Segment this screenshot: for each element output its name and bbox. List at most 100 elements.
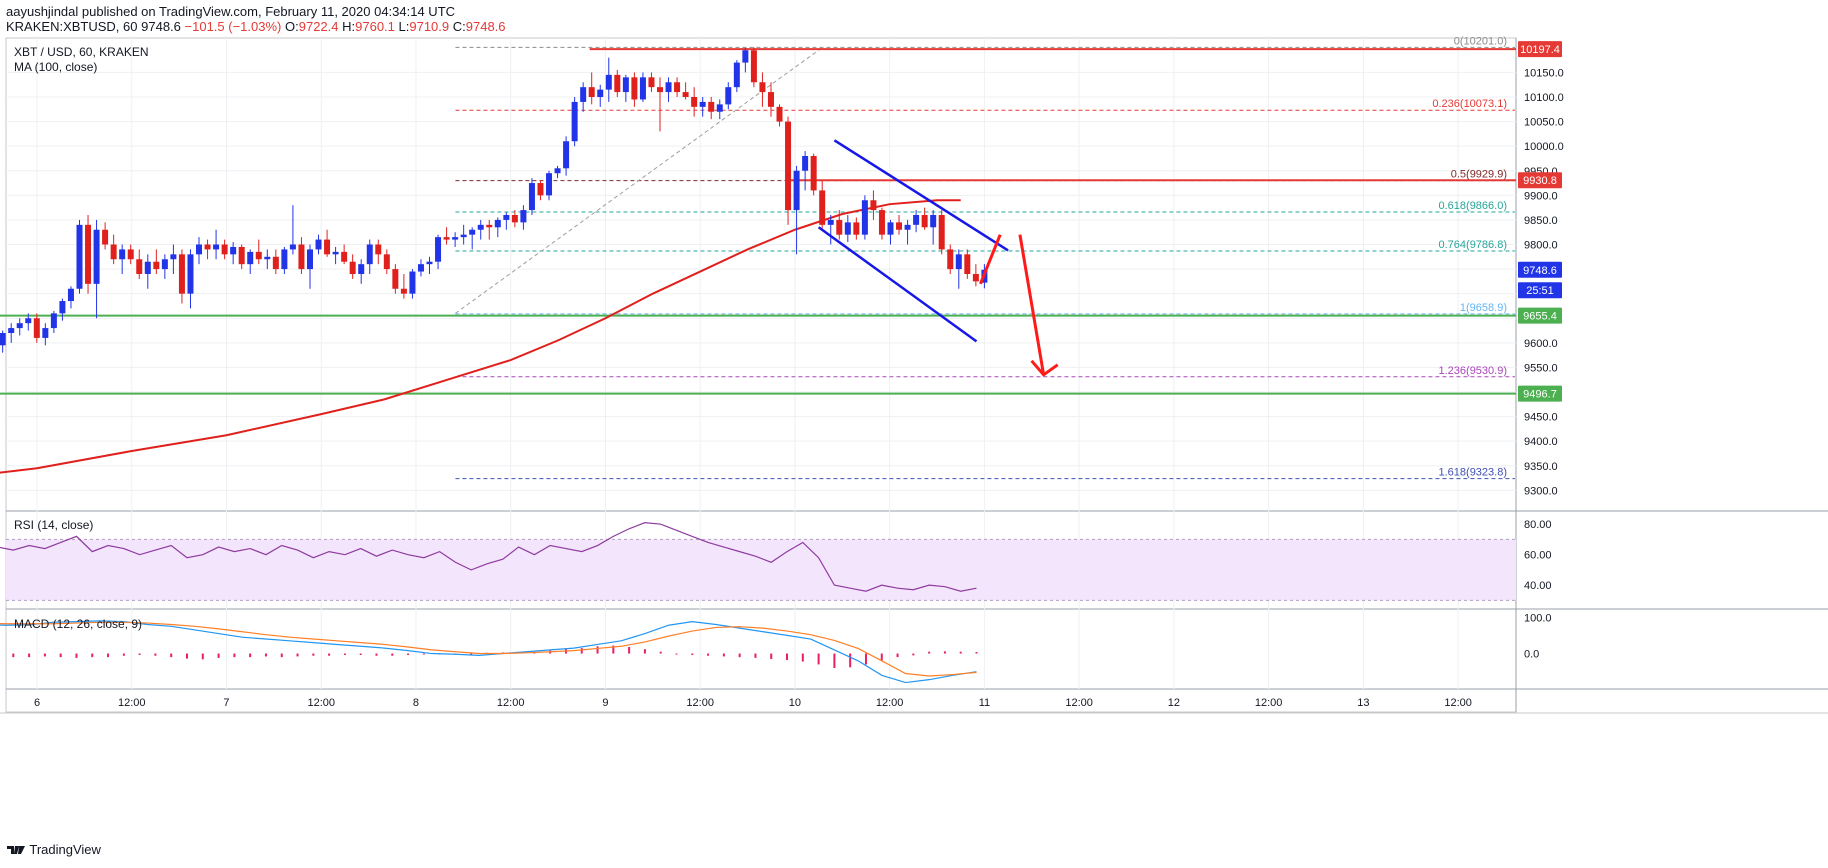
macd-histogram-bar [833,653,836,669]
fib-level-label: 1.236(9530.9) [1439,365,1508,377]
price-axis-tag-text: 9748.6 [1523,265,1557,277]
rsi-y-tick-label: 60.00 [1524,550,1552,562]
candle-body [648,77,655,88]
macd-histogram-bar [849,653,852,668]
candle-body [221,244,228,255]
candle-body [324,239,331,255]
macd-histogram-bar [217,653,220,658]
macd-histogram-bar [249,653,252,658]
candle-body [315,239,322,250]
candle-body [93,229,100,284]
publish-header: aayushjindal published on TradingView.co… [6,4,506,34]
candle-body [836,219,843,235]
macd-y-tick-label: 100.0 [1524,612,1552,624]
macd-histogram-bar [122,653,125,656]
y-tick-label: 10150.0 [1524,67,1564,79]
candle-body [520,210,527,223]
tradingview-brand: TradingView [6,842,101,857]
macd-histogram-bar [643,649,646,654]
candle-body [153,261,160,270]
candle-body [614,74,621,93]
fib-level-label: 1.618(9323.8) [1439,467,1508,479]
publish-line: aayushjindal published on TradingView.co… [6,4,456,19]
macd-histogram-bar [75,653,78,658]
y-tick-label: 10050.0 [1524,117,1564,129]
macd-histogram-bar [722,653,725,657]
candle-body [375,244,382,255]
macd-histogram-bar [328,653,331,656]
candle-body [938,215,945,250]
x-tick-label: 12:00 [497,697,525,709]
macd-histogram-bar [659,651,662,654]
candle-body [503,215,510,220]
symbol-label: KRAKEN:XBTUSD, 60 [6,19,138,34]
down-arrow-head-icon [1030,359,1059,377]
x-tick-label: 12 [1168,697,1180,709]
candle-body [785,121,792,211]
candle-body [947,249,954,270]
candle-body [878,210,885,235]
candle-body [443,237,450,240]
macd-histogram-bar [959,651,962,654]
candle-body [119,249,126,260]
candle-body [289,244,296,250]
candle-body [85,224,92,284]
macd-histogram-bar [612,645,615,654]
candle-body [827,219,834,225]
open-label: O: [285,19,299,34]
candle-body [332,251,339,255]
candle-body [42,328,49,338]
candle-body [435,237,442,262]
y-tick-label: 9300.0 [1524,485,1558,497]
candle-body [742,50,749,63]
macd-histogram-bar [264,653,267,657]
rsi-band [6,539,1516,601]
tradingview-logo-icon [6,843,26,855]
macd-histogram-bar [801,653,804,662]
x-tick-label: 12:00 [118,697,146,709]
macd-histogram-bar [107,653,110,658]
rsi-legend: RSI (14, close) [14,518,93,532]
macd-histogram-bar [407,653,410,655]
macd-histogram-bar [707,653,710,656]
candle-body [887,222,894,235]
y-tick-label: 9800.0 [1524,240,1558,252]
macd-histogram-bar [233,653,236,658]
candle-body [563,141,570,169]
candle-body [725,87,732,105]
candle-body [341,251,348,262]
candle-body [964,254,971,274]
x-tick-label: 10 [789,697,801,709]
candle-body [682,92,689,97]
candle-body [16,323,23,329]
macd-histogram-bar [896,653,899,658]
macd-histogram-bar [738,653,741,658]
candle-body [733,62,740,88]
chart-title: XBT / USD, 60, KRAKEN [14,45,149,59]
macd-histogram-bar [770,653,773,659]
candle-body [528,183,535,211]
candle-body [144,261,151,274]
x-tick-label: 12:00 [1065,697,1093,709]
macd-histogram-bar [154,653,157,656]
candle-body [238,246,245,265]
macd-histogram-bar [864,653,867,665]
x-tick-label: 12:00 [1255,697,1283,709]
plot-frame [5,37,1517,713]
open-value: 9722.4 [298,19,339,34]
price-axis-tag-text: 10197.4 [1520,44,1560,56]
macd-histogram-bar [422,653,425,655]
macd-histogram-bar [312,653,315,656]
price-axis-tag-text: 9496.7 [1523,389,1557,401]
x-tick-label: 11 [979,697,990,709]
close-value: 9748.6 [465,19,506,34]
macd-histogram-bar [138,653,141,655]
y-tick-label: 9350.0 [1524,461,1558,473]
candle-body [793,170,800,211]
candle-body [67,288,74,302]
candle-body [494,219,501,228]
candle-body [639,77,646,100]
candle-body [298,244,305,270]
